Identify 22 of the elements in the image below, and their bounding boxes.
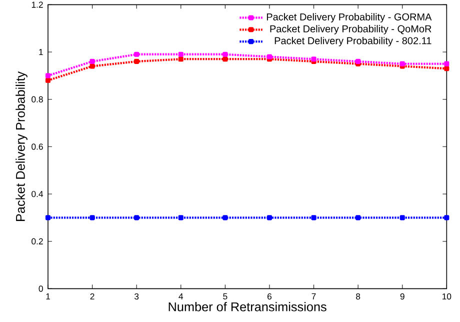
y-axis-title: Packet Delivery Probability <box>16 71 28 221</box>
x-tick-label: 2 <box>90 293 94 300</box>
x-tick-label: 6 <box>268 293 272 300</box>
x-tick-label: 10 <box>442 293 452 300</box>
legend-label: Packet Delivery Probability - QoMoR <box>270 25 432 34</box>
x-tick-label: 1 <box>46 293 50 300</box>
y-tick-label: 0 <box>38 286 43 292</box>
y-tick-label: 0.8 <box>32 96 43 102</box>
y-tick-label: 0.2 <box>32 238 43 244</box>
legend-label: Packet Delivery Probability - 802.11 <box>274 36 432 46</box>
x-tick-label: 5 <box>223 293 228 300</box>
y-tick-label: 0.4 <box>32 190 44 198</box>
legend-label: Packet Delivery Probability - GORMA <box>266 13 432 22</box>
x-tick-label: 9 <box>400 293 404 300</box>
x-tick-label: 3 <box>134 293 139 300</box>
y-tick-label: 1 <box>39 49 43 55</box>
x-tick-label: 7 <box>312 293 316 300</box>
y-tick-label: 0.6 <box>32 144 43 150</box>
y-tick-label: 1.2 <box>32 2 43 8</box>
x-tick-label: 8 <box>356 293 360 300</box>
x-tick-label: 4 <box>178 293 184 300</box>
x-axis-title: Number of Retransimissions <box>168 302 326 312</box>
